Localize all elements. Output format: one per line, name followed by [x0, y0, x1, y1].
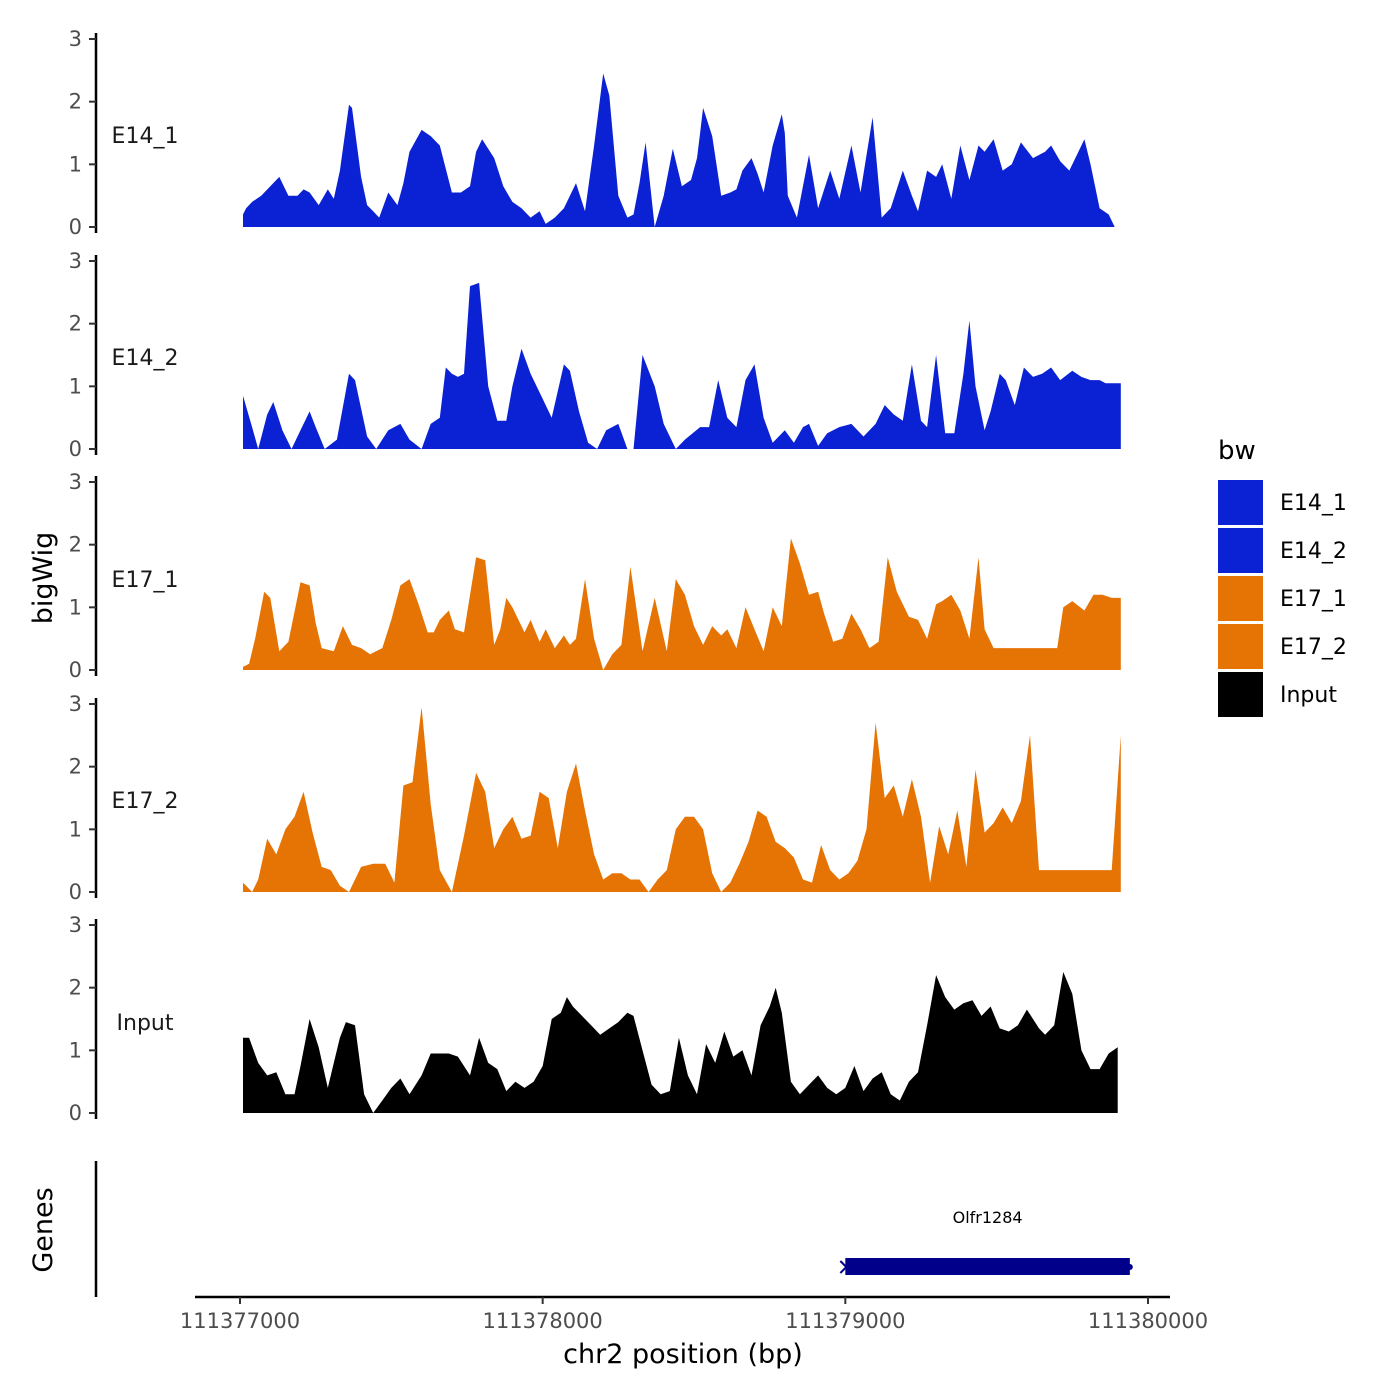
track-e17-2: 0 1 2 3 E17_2	[69, 692, 1121, 904]
legend-label: E17_2	[1280, 635, 1347, 660]
y-tick-label: 1	[69, 817, 82, 841]
x-tick-label: 111378000	[483, 1309, 603, 1333]
legend-swatch	[1218, 624, 1263, 669]
strand-arrow-icon	[839, 1260, 848, 1274]
track-label: Input	[117, 1011, 174, 1036]
legend-item-input: Input	[1218, 672, 1337, 717]
track-e14-2: 0 1 2 3 E14_2	[69, 249, 1121, 461]
y-tick-label: 1	[69, 152, 82, 176]
y-tick-label: 3	[69, 470, 82, 494]
legend-label: E17_1	[1280, 587, 1347, 612]
legend-label: E14_1	[1280, 491, 1347, 516]
genes-axis-title: Genes	[28, 1187, 59, 1272]
track-label: E14_2	[112, 346, 179, 371]
y-tick-label: 2	[69, 533, 82, 557]
x-tick-label: 111379000	[785, 1309, 905, 1333]
legend-item-e17-2: E17_2	[1218, 624, 1347, 669]
track-label: E17_1	[112, 568, 179, 593]
track-e17-1: 0 1 2 3 E17_1	[69, 470, 1121, 682]
legend-label: Input	[1280, 683, 1337, 708]
gene-end-marker	[1126, 1264, 1133, 1270]
coverage-area	[243, 972, 1118, 1113]
x-tick-label: 111377000	[180, 1309, 300, 1333]
legend-item-e17-1: E17_1	[1218, 576, 1347, 621]
y-tick-label: 0	[69, 658, 82, 682]
legend-swatch	[1218, 480, 1263, 525]
y-tick-label: 0	[69, 215, 82, 239]
y-axis-title: bigWig	[28, 532, 59, 625]
coverage-tracks: 0 1 2 3 E14_1 0 1 2 3 E14_2 0 1 2 3 E17_1 0 1 2 3 E17_2 0 1 2 3…	[69, 27, 1121, 1125]
track-label: E14_1	[112, 124, 179, 149]
gene-label: Olfr1284	[953, 1208, 1023, 1227]
legend-title: bw	[1218, 436, 1256, 466]
coverage-area	[243, 73, 1121, 227]
y-tick-label: 0	[69, 437, 82, 461]
y-tick-label: 3	[69, 913, 82, 937]
legend-swatch	[1218, 528, 1263, 573]
y-tick-label: 2	[69, 976, 82, 1000]
track-e14-1: 0 1 2 3 E14_1	[69, 27, 1121, 239]
track-label: E17_2	[112, 789, 179, 814]
y-tick-label: 3	[69, 27, 82, 51]
y-tick-label: 0	[69, 880, 82, 904]
gene-body	[845, 1258, 1130, 1275]
legend-item-e14-2: E14_2	[1218, 528, 1347, 573]
y-tick-label: 2	[69, 312, 82, 336]
x-axis-title: chr2 position (bp)	[563, 1339, 803, 1370]
legend: bw E14_1 E14_2 E17_1 E17_2 Input	[1218, 436, 1347, 717]
legend-label: E14_2	[1280, 539, 1347, 564]
y-tick-label: 2	[69, 755, 82, 779]
y-tick-label: 1	[69, 595, 82, 619]
coverage-area	[243, 538, 1121, 670]
legend-swatch	[1218, 576, 1263, 621]
x-tick-label: 111380000	[1088, 1309, 1208, 1333]
legend-item-e14-1: E14_1	[1218, 480, 1347, 525]
legend-swatch	[1218, 672, 1263, 717]
coverage-area	[243, 707, 1121, 892]
y-tick-label: 0	[69, 1101, 82, 1125]
y-tick-label: 1	[69, 374, 82, 398]
y-tick-label: 2	[69, 90, 82, 114]
y-tick-label: 1	[69, 1038, 82, 1062]
y-tick-label: 3	[69, 692, 82, 716]
track-input: 0 1 2 3 Input	[69, 913, 1118, 1125]
coverage-area	[243, 282, 1121, 449]
x-axis: 111377000 111378000 111379000 111380000	[180, 1295, 1208, 1333]
gene-olfr1284: Olfr1284	[839, 1208, 1133, 1275]
gene-track: Olfr1284	[94, 1161, 1133, 1297]
y-tick-label: 3	[69, 249, 82, 273]
